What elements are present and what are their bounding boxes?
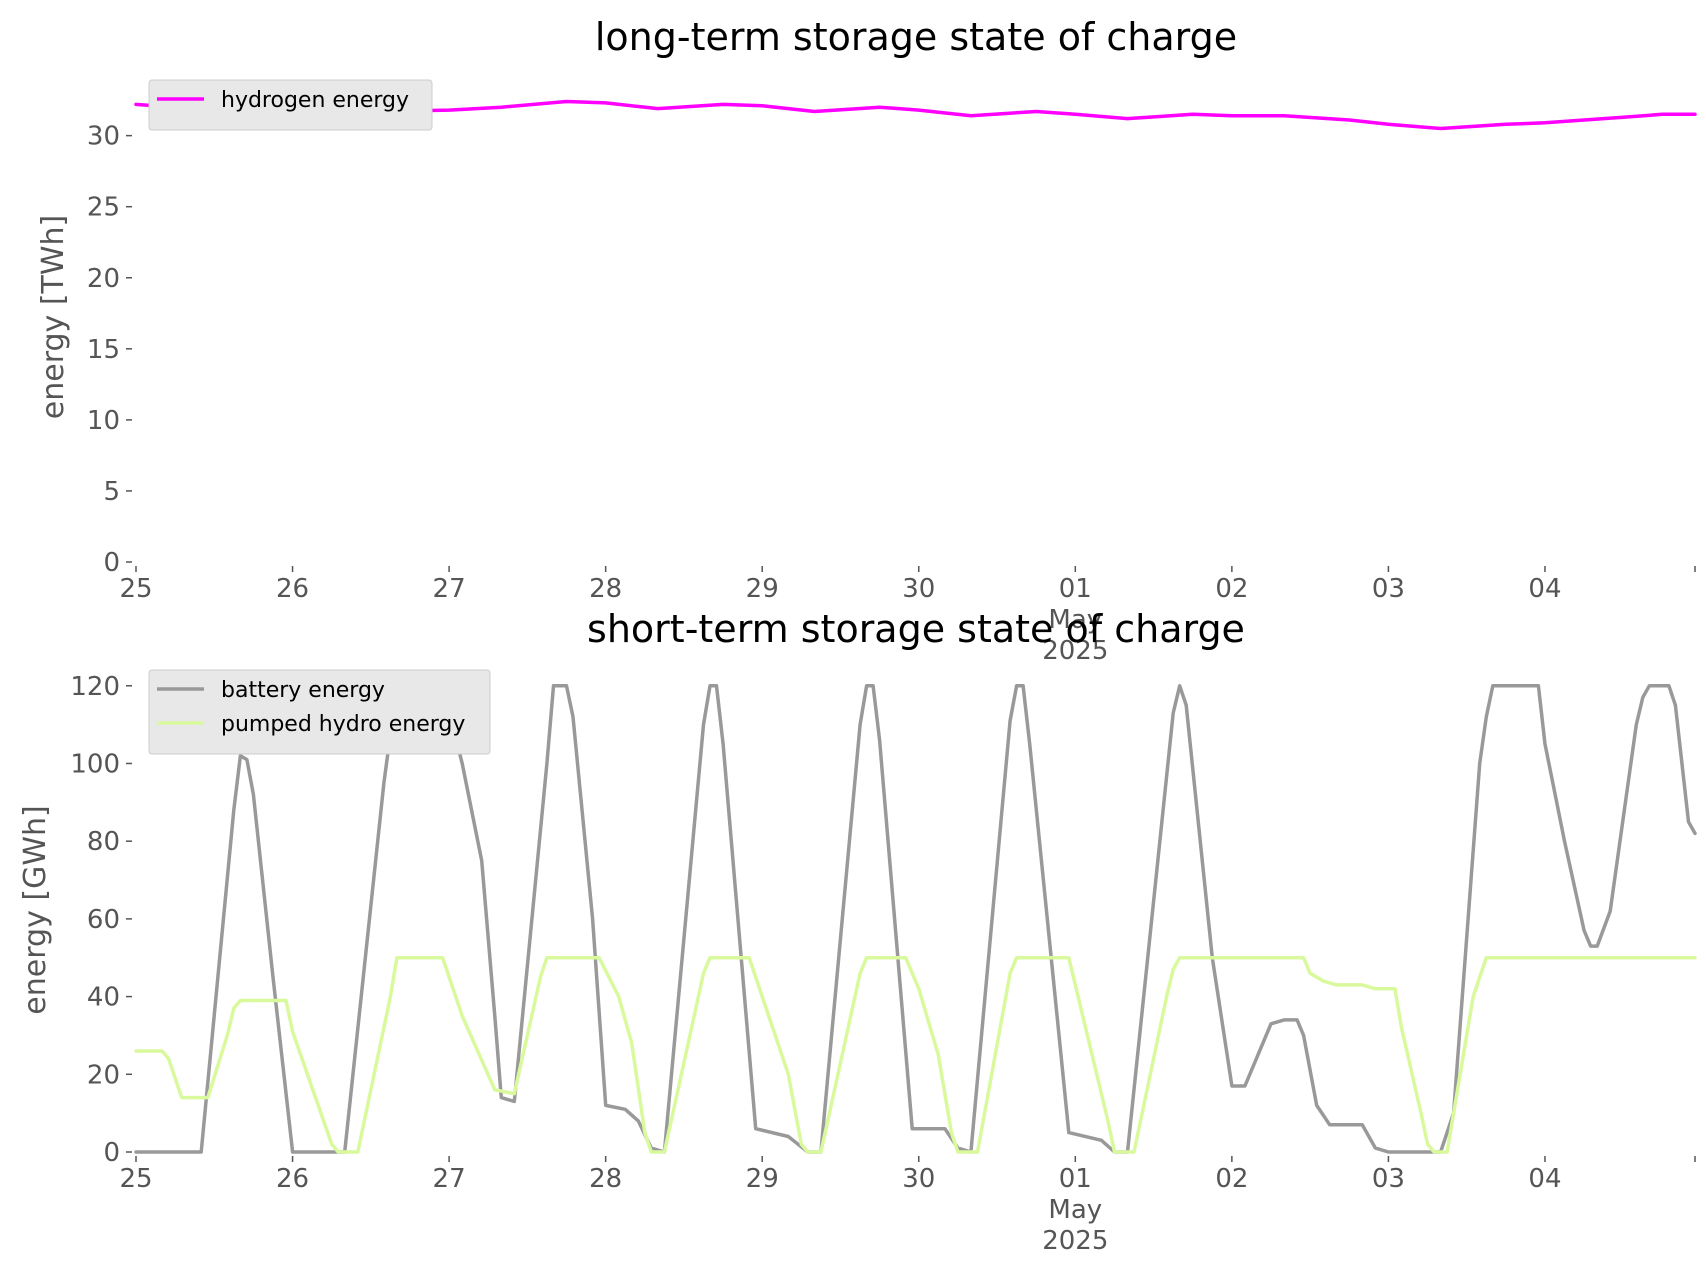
y-tick-label: 0 (103, 1138, 120, 1168)
series-line (134, 684, 1697, 1154)
x-tick-label: 27 (433, 574, 466, 604)
x-tick-label: 02 (1215, 1164, 1248, 1194)
y-tick-label: 25 (87, 193, 120, 223)
long-term-storage-chart: long-term storage state of charge energy… (36, 15, 1697, 666)
x-tick-label: 03 (1372, 574, 1405, 604)
y-tick-label: 100 (70, 749, 120, 779)
legend-label: hydrogen energy (221, 88, 409, 113)
y-tick-label: 5 (103, 477, 120, 507)
y-axis: 0 5 10 15 20 25 30 (87, 122, 132, 578)
x-tick-label: 28 (589, 1164, 622, 1194)
y-axis: 0 20 40 60 80 100 120 (70, 672, 132, 1168)
x-tick-label: 26 (276, 574, 309, 604)
legend-box (148, 669, 491, 755)
x-tick-year-label: 2025 (1042, 636, 1108, 666)
x-tick-label: 01 (1059, 1164, 1092, 1194)
legend: battery energy pumped hydro energy (148, 669, 491, 755)
x-tick-label: 30 (902, 574, 935, 604)
y-tick-label: 0 (103, 548, 120, 578)
y-axis-label: energy [TWh] (36, 215, 71, 419)
x-tick-label: 04 (1528, 1164, 1561, 1194)
x-tick-label: 29 (746, 574, 779, 604)
x-tick-label: 25 (119, 574, 152, 604)
x-tick-month-label: May (1048, 605, 1102, 635)
x-tick-label: 30 (902, 1164, 935, 1194)
y-tick-label: 80 (87, 827, 120, 857)
legend-label: battery energy (221, 678, 385, 703)
y-tick-label: 15 (87, 335, 120, 365)
chart-title: long-term storage state of charge (595, 15, 1237, 59)
x-tick-label: 27 (433, 1164, 466, 1194)
x-tick-label: 01 (1059, 574, 1092, 604)
y-axis-label: energy [GWh] (18, 805, 53, 1014)
series-line (134, 99, 1697, 131)
x-tick-label: 04 (1528, 574, 1561, 604)
plot-area (134, 684, 1697, 1154)
x-tick-label: 02 (1215, 574, 1248, 604)
x-tick-year-label: 2025 (1042, 1226, 1108, 1256)
legend-box (148, 79, 433, 131)
plot-area (134, 99, 1697, 131)
legend: hydrogen energy (148, 79, 433, 131)
y-tick-label: 20 (87, 1060, 120, 1090)
series-line (134, 955, 1697, 1154)
short-term-storage-chart: short-term storage state of charge energ… (18, 607, 1697, 1256)
y-tick-label: 60 (87, 905, 120, 935)
x-tick-label: 28 (589, 574, 622, 604)
x-tick-month-label: May (1048, 1195, 1102, 1225)
x-tick-label: 03 (1372, 1164, 1405, 1194)
x-tick-label: 25 (119, 1164, 152, 1194)
x-tick-label: 29 (746, 1164, 779, 1194)
legend-label: pumped hydro energy (221, 712, 465, 737)
y-tick-label: 40 (87, 983, 120, 1013)
y-tick-label: 30 (87, 122, 120, 152)
y-tick-label: 10 (87, 406, 120, 436)
chart-title: short-term storage state of charge (587, 607, 1245, 651)
x-tick-label: 26 (276, 1164, 309, 1194)
y-tick-label: 20 (87, 264, 120, 294)
y-tick-label: 120 (70, 672, 120, 702)
